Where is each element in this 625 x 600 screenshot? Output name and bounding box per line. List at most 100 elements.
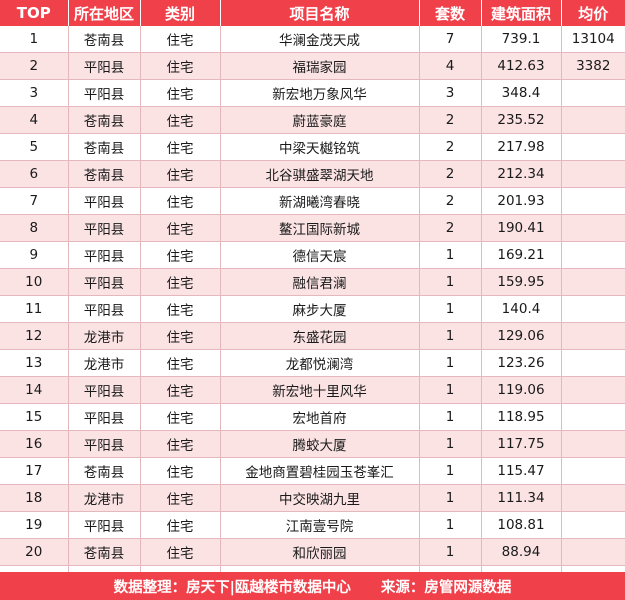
avg-price-cell [561, 268, 625, 296]
floor-area-cell: 111.34 [481, 484, 562, 512]
avg-price-cell [561, 403, 625, 431]
table-row: 5 苍南县 住宅 中梁天樾铭筑 2 217.98 [0, 133, 625, 161]
units-cell: 1 [419, 484, 482, 512]
project-name-cell: 北谷骐盛翠湖天地 [220, 160, 420, 188]
rank-cell: 1 [0, 26, 69, 53]
category-cell: 住宅 [140, 268, 221, 296]
floor-area-cell: 119.06 [481, 376, 562, 404]
avg-price-cell [561, 376, 625, 404]
floor-area-cell: 159.95 [481, 268, 562, 296]
table-row: 13 龙港市 住宅 龙都悦澜湾 1 123.26 [0, 349, 625, 377]
rank-cell: 4 [0, 106, 69, 134]
project-name-cell: 江南壹号院 [220, 511, 420, 539]
rank-cell: 18 [0, 484, 69, 512]
project-name-cell: 宏地首府 [220, 403, 420, 431]
floor-area-cell: 108.81 [481, 511, 562, 539]
units-cell: 1 [419, 268, 482, 296]
rank-cell: 8 [0, 214, 69, 242]
units-cell: 4 [419, 52, 482, 80]
region-cell: 苍南县 [68, 133, 141, 161]
table-row: 2 平阳县 住宅 福瑞家园 4 412.63 3382 [0, 52, 625, 80]
region-cell: 苍南县 [68, 106, 141, 134]
category-cell: 住宅 [140, 214, 221, 242]
header-avg-price: 均价 [561, 0, 625, 26]
category-cell: 住宅 [140, 187, 221, 215]
units-cell: 1 [419, 538, 482, 566]
avg-price-cell [561, 430, 625, 458]
region-cell: 龙港市 [68, 484, 141, 512]
category-cell: 住宅 [140, 79, 221, 107]
units-cell: 1 [419, 403, 482, 431]
rank-cell: 16 [0, 430, 69, 458]
header-units: 套数 [419, 0, 482, 26]
avg-price-cell [561, 79, 625, 107]
category-cell: 住宅 [140, 133, 221, 161]
project-name-cell: 腾蛟大厦 [220, 430, 420, 458]
avg-price-cell [561, 349, 625, 377]
project-name-cell: 和欣丽园 [220, 538, 420, 566]
table-header-row: TOP 所在地区 类别 项目名称 套数 建筑面积 均价 [0, 0, 625, 26]
table-row: 7 平阳县 住宅 新湖曦湾春晓 2 201.93 [0, 187, 625, 215]
units-cell: 1 [419, 349, 482, 377]
category-cell: 住宅 [140, 106, 221, 134]
units-cell: 1 [419, 295, 482, 323]
rank-cell: 10 [0, 268, 69, 296]
table-row: 17 苍南县 住宅 金地商置碧桂园玉苍峯汇 1 115.47 [0, 457, 625, 485]
header-category: 类别 [140, 0, 221, 26]
avg-price-cell [561, 457, 625, 485]
header-region: 所在地区 [68, 0, 141, 26]
floor-area-cell: 115.47 [481, 457, 562, 485]
region-cell: 平阳县 [68, 187, 141, 215]
category-cell: 住宅 [140, 430, 221, 458]
table-row: 19 平阳县 住宅 江南壹号院 1 108.81 [0, 511, 625, 539]
region-cell: 龙港市 [68, 349, 141, 377]
region-cell: 平阳县 [68, 241, 141, 269]
category-cell: 住宅 [140, 349, 221, 377]
table-row: 4 苍南县 住宅 蔚蓝豪庭 2 235.52 [0, 106, 625, 134]
table-row: 11 平阳县 住宅 麻步大厦 1 140.4 [0, 295, 625, 323]
floor-area-cell: 88.94 [481, 538, 562, 566]
rank-cell: 11 [0, 295, 69, 323]
category-cell: 住宅 [140, 26, 221, 53]
category-cell: 住宅 [140, 322, 221, 350]
floor-area-cell: 140.4 [481, 295, 562, 323]
region-cell: 平阳县 [68, 403, 141, 431]
region-cell: 平阳县 [68, 295, 141, 323]
floor-area-cell: 201.93 [481, 187, 562, 215]
region-cell: 苍南县 [68, 457, 141, 485]
table-row: 15 平阳县 住宅 宏地首府 1 118.95 [0, 403, 625, 431]
category-cell: 住宅 [140, 511, 221, 539]
project-name-cell: 新湖曦湾春晓 [220, 187, 420, 215]
table-row: 10 平阳县 住宅 融信君澜 1 159.95 [0, 268, 625, 296]
table-row: 6 苍南县 住宅 北谷骐盛翠湖天地 2 212.34 [0, 160, 625, 188]
region-cell: 平阳县 [68, 214, 141, 242]
project-name-cell: 麻步大厦 [220, 295, 420, 323]
region-cell: 龙港市 [68, 322, 141, 350]
category-cell: 住宅 [140, 52, 221, 80]
region-cell: 平阳县 [68, 511, 141, 539]
table-row: 18 龙港市 住宅 中交映湖九里 1 111.34 [0, 484, 625, 512]
rank-cell: 13 [0, 349, 69, 377]
rank-cell: 6 [0, 160, 69, 188]
floor-area-cell: 169.21 [481, 241, 562, 269]
rank-cell: 2 [0, 52, 69, 80]
region-cell: 平阳县 [68, 268, 141, 296]
floor-area-cell: 118.95 [481, 403, 562, 431]
units-cell: 2 [419, 187, 482, 215]
region-cell: 苍南县 [68, 538, 141, 566]
rank-cell: 14 [0, 376, 69, 404]
floor-area-cell: 217.98 [481, 133, 562, 161]
units-cell: 2 [419, 133, 482, 161]
footer-source: 来源：房管网源数据 [380, 579, 512, 596]
rank-cell: 9 [0, 241, 69, 269]
floor-area-cell: 348.4 [481, 79, 562, 107]
avg-price-cell [561, 214, 625, 242]
rank-cell: 19 [0, 511, 69, 539]
category-cell: 住宅 [140, 160, 221, 188]
floor-area-cell: 412.63 [481, 52, 562, 80]
floor-area-cell: 123.26 [481, 349, 562, 377]
project-name-cell: 新宏地十里风华 [220, 376, 420, 404]
units-cell: 2 [419, 160, 482, 188]
project-name-cell: 金地商置碧桂园玉苍峯汇 [220, 457, 420, 485]
project-name-cell: 德信天宸 [220, 241, 420, 269]
